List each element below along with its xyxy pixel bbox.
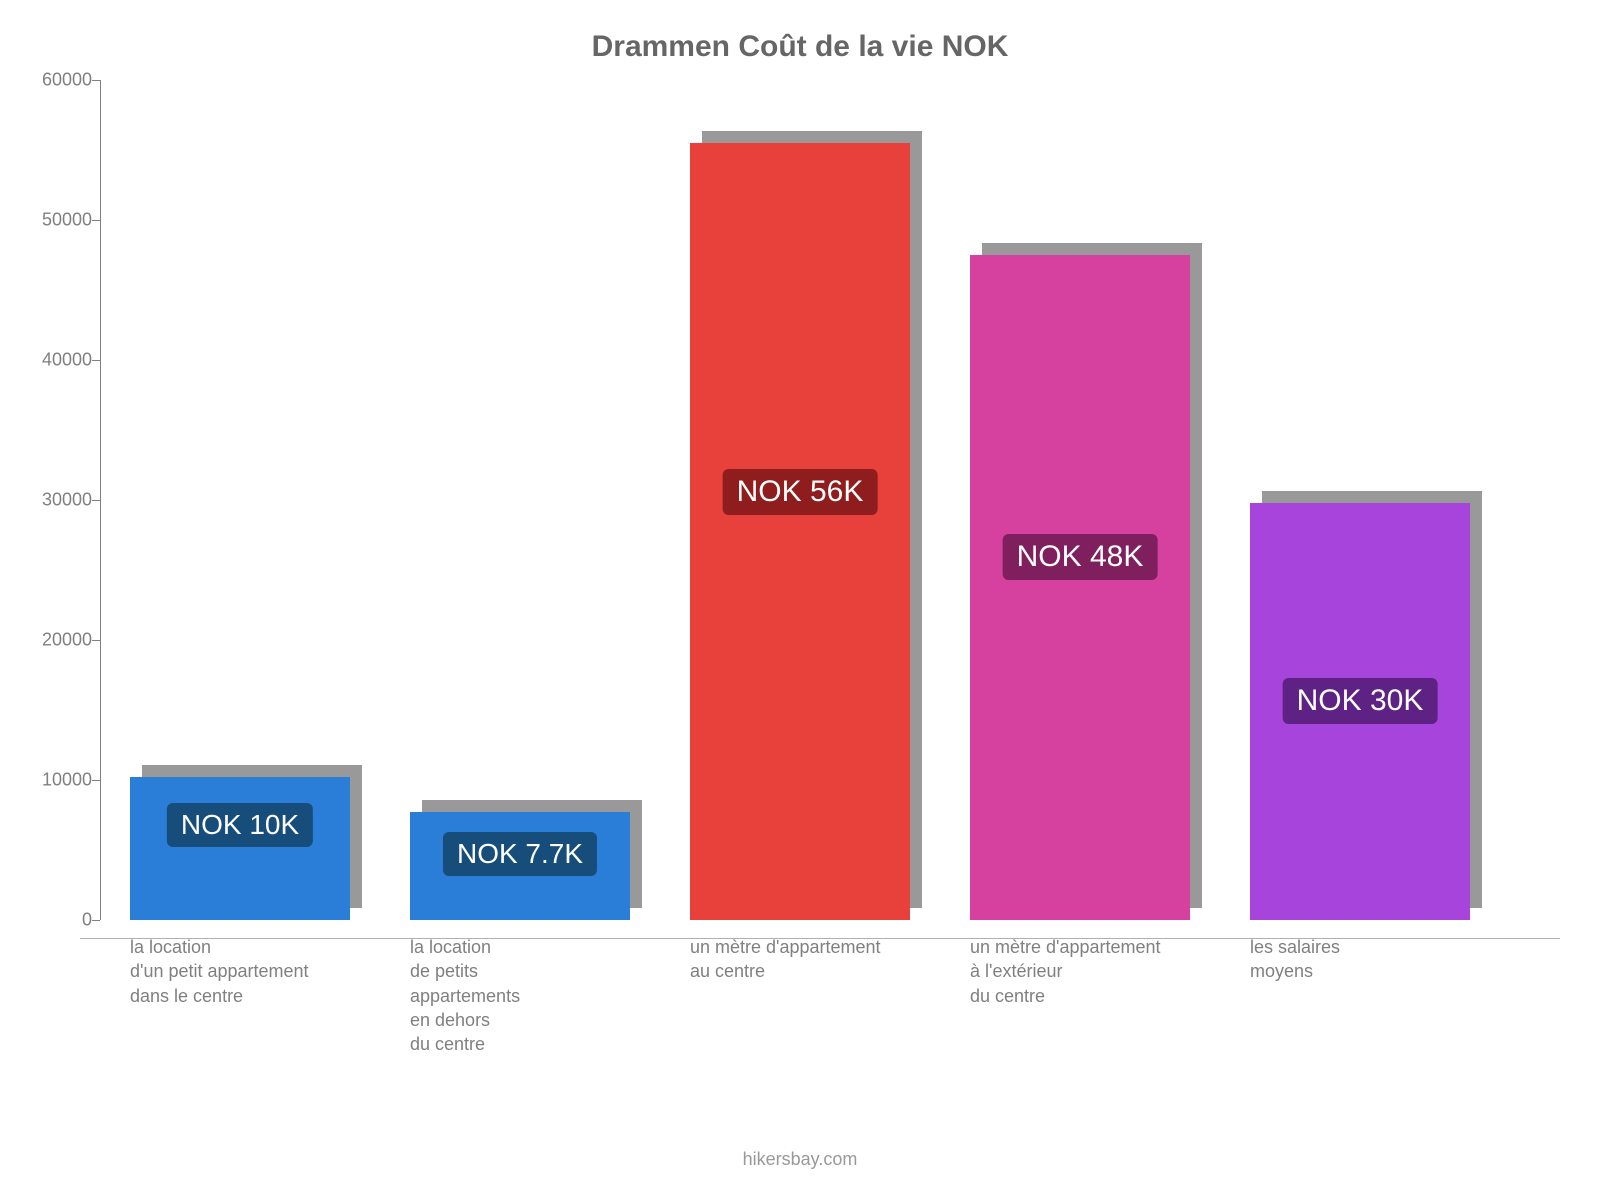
- bar: [690, 143, 910, 920]
- y-axis-labels: 0100002000030000400005000060000: [0, 80, 92, 920]
- y-tick-label: 50000: [42, 210, 92, 231]
- y-tick-label: 30000: [42, 490, 92, 511]
- chart-container: Drammen Coût de la vie NOK 0 10000 20000 30…: [0, 0, 1600, 1200]
- y-tick: [92, 80, 100, 81]
- y-tick-label: 0: [82, 910, 92, 931]
- value-badge: NOK 10K: [167, 803, 313, 847]
- y-tick-label: 10000: [42, 770, 92, 791]
- chart-title: Drammen Coût de la vie NOK: [0, 30, 1600, 64]
- bar: [130, 777, 350, 920]
- y-tick-label: 40000: [42, 350, 92, 371]
- y-tick: [92, 220, 100, 221]
- credit-label: hikersbay.com: [0, 1149, 1600, 1170]
- y-tick: [92, 360, 100, 361]
- y-tick: [92, 920, 100, 921]
- value-badge: NOK 56K: [723, 469, 878, 515]
- value-badge: NOK 30K: [1283, 678, 1438, 724]
- x-tick-label: un mètre d'appartementà l'extérieurdu ce…: [970, 935, 1230, 1008]
- x-tick-label: la locationd'un petit appartementdans le…: [130, 935, 390, 1008]
- x-tick-label: la locationde petitsappartementsen dehor…: [410, 935, 670, 1056]
- plot-area: NOK 10K NOK 7.7K NOK 56K NOK 48K NOK 30K: [100, 80, 1560, 920]
- y-tick-label: 20000: [42, 630, 92, 651]
- y-axis-line: [100, 80, 101, 920]
- x-tick-label: les salairesmoyens: [1250, 935, 1510, 984]
- y-tick: [92, 780, 100, 781]
- y-tick: [92, 640, 100, 641]
- value-badge: NOK 48K: [1003, 534, 1158, 580]
- value-badge: NOK 7.7K: [443, 832, 597, 876]
- y-tick: [92, 500, 100, 501]
- x-tick-label: un mètre d'appartementau centre: [690, 935, 950, 984]
- bar: [970, 255, 1190, 920]
- y-tick-label: 60000: [42, 70, 92, 91]
